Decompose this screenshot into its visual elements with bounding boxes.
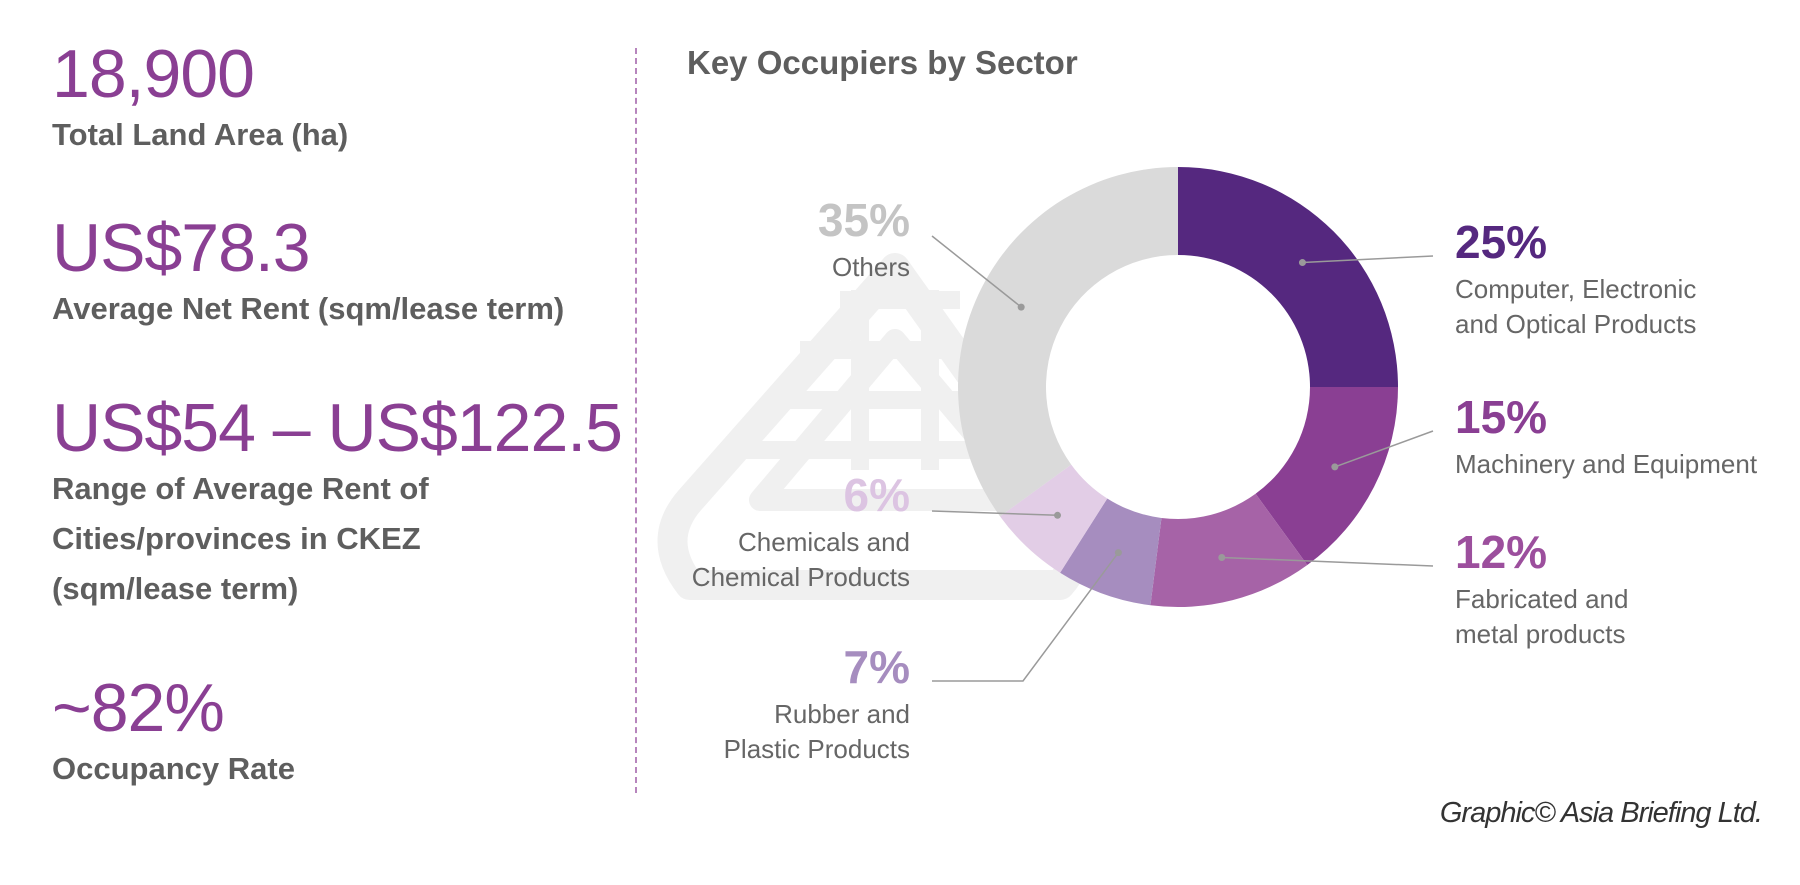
slice-category-label: Others bbox=[832, 252, 910, 282]
stat-label-line: Occupancy Rate bbox=[52, 751, 295, 786]
stat-label-line: Total Land Area (ha) bbox=[52, 117, 349, 152]
leader-line bbox=[1221, 556, 1434, 567]
slice-category-label: Chemical Products bbox=[692, 562, 910, 592]
stat-label-line: Cities/provinces in CKEZ bbox=[52, 521, 421, 556]
slice-category-label: Rubber and bbox=[774, 699, 910, 729]
dashed-divider bbox=[635, 48, 637, 793]
leader-line bbox=[1302, 255, 1434, 264]
slice-percent-label: 35% bbox=[818, 194, 910, 246]
leader-dot bbox=[1298, 259, 1306, 267]
slice-computer-electronic-and-optical-products bbox=[1178, 167, 1398, 387]
slice-labels: 25% Computer, Electronic and Optical Produ… bbox=[692, 194, 1758, 764]
leader-dot bbox=[1054, 511, 1062, 519]
slice-category-label: and Optical Products bbox=[1455, 309, 1696, 339]
slice-chemicals-and-chemical-products bbox=[1000, 464, 1108, 573]
leader-line bbox=[931, 510, 1058, 517]
chart-title: Key Occupiers by Sector bbox=[687, 44, 1078, 81]
stat-average-net-rent: US$78.3 Average Net Rent (sqm/lease term… bbox=[52, 212, 564, 334]
slice-percent-label: 15% bbox=[1455, 391, 1547, 443]
slice-rubber-and-plastic-products bbox=[1060, 498, 1162, 606]
slice-percent-label: 25% bbox=[1455, 216, 1547, 268]
stat-label-line: Range of Average Rent of bbox=[52, 471, 429, 506]
slice-category-label: Computer, Electronic bbox=[1455, 274, 1696, 304]
donut-slices bbox=[958, 167, 1398, 607]
stat-rent-range: US$54 – US$122.5 Range of Average Rent o… bbox=[52, 390, 623, 614]
slice-category-label: Machinery and Equipment bbox=[1455, 449, 1758, 479]
stat-value: US$54 – US$122.5 bbox=[52, 390, 623, 466]
watermark-logo bbox=[657, 253, 1093, 600]
leader-dot bbox=[1017, 303, 1025, 311]
stat-occupancy-rate: ~82% Occupancy Rate bbox=[52, 672, 295, 794]
slice-percent-label: 7% bbox=[844, 641, 910, 693]
stat-value: 18,900 bbox=[52, 36, 255, 112]
slice-others bbox=[958, 167, 1178, 517]
slice-category-label: Plastic Products bbox=[724, 734, 910, 764]
stat-total-land-area: 18,900 Total Land Area (ha) bbox=[52, 38, 348, 160]
stat-label-line: Average Net Rent (sqm/lease term) bbox=[52, 291, 565, 326]
leader-line bbox=[1334, 430, 1434, 468]
leader-dot bbox=[1114, 549, 1122, 557]
leader-dot bbox=[1218, 553, 1226, 561]
stat-value: ~82% bbox=[52, 670, 225, 746]
leader-dot bbox=[1331, 463, 1339, 471]
leader-line bbox=[931, 235, 1022, 308]
slice-category-label: Chemicals and bbox=[738, 527, 910, 557]
slice-machinery-and-equipment bbox=[1255, 387, 1398, 565]
slice-category-label: metal products bbox=[1455, 619, 1626, 649]
graphic-credit: Graphic© Asia Briefing Ltd. bbox=[1439, 797, 1763, 829]
slice-percent-label: 6% bbox=[844, 469, 910, 521]
slice-category-label: Fabricated and bbox=[1455, 584, 1628, 614]
stat-label: Range of Average Rent of Cities/province… bbox=[52, 464, 622, 614]
leader-line bbox=[932, 552, 1119, 682]
slice-fabricated-and-metal-products bbox=[1150, 493, 1308, 607]
stat-label: Total Land Area (ha) bbox=[52, 110, 348, 160]
slice-percent-label: 12% bbox=[1455, 526, 1547, 578]
stat-value: US$78.3 bbox=[52, 210, 311, 286]
stat-label: Occupancy Rate bbox=[52, 744, 295, 794]
stat-label-line: (sqm/lease term) bbox=[52, 571, 299, 606]
leader-lines bbox=[931, 235, 1434, 682]
stat-label: Average Net Rent (sqm/lease term) bbox=[52, 284, 564, 334]
